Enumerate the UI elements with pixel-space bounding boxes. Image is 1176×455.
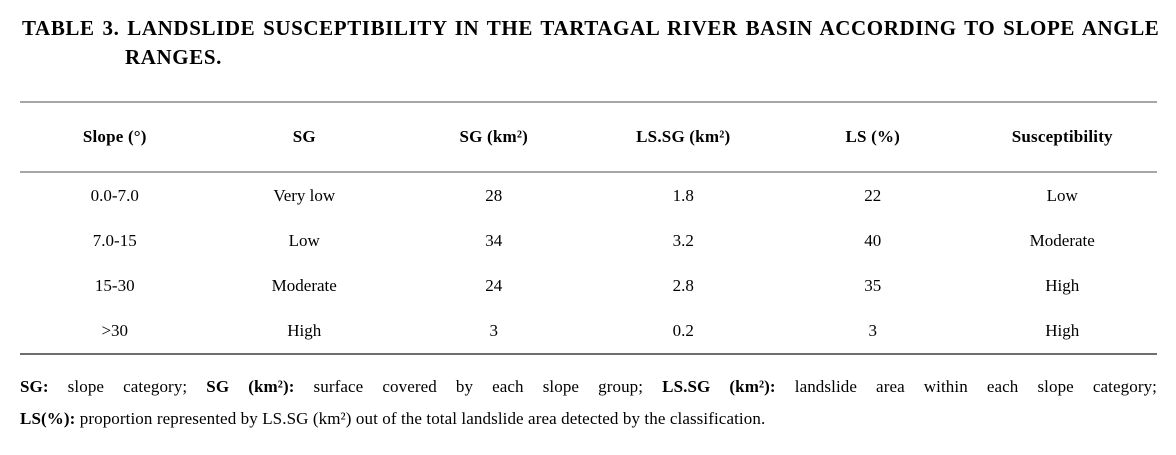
table-cell: 3.2 bbox=[672, 230, 694, 250]
table-cell: Very low bbox=[273, 185, 336, 205]
table-caption-line1: TABLE 3. LANDSLIDE SUSCEPTIBILITY IN THE… bbox=[22, 16, 1160, 40]
table-cell: 28 bbox=[485, 185, 503, 205]
table-cell: >30 bbox=[101, 320, 129, 340]
column-header-slope: Slope (°) bbox=[20, 102, 210, 173]
table-cell: High bbox=[287, 320, 322, 340]
footnote-text: slope category; bbox=[48, 377, 207, 396]
table-cell: 35 bbox=[864, 275, 882, 295]
footnote-text: proportion represented by LS.SG (km²) ou… bbox=[75, 409, 766, 428]
table-cell: 40 bbox=[864, 230, 882, 250]
table-row: 0.0-7.0 Very low 28 1.8 22 Low bbox=[20, 172, 1157, 218]
table-cell: 7.0-15 bbox=[92, 230, 137, 250]
table-cell: Low bbox=[288, 230, 320, 250]
table-cell: Moderate bbox=[1029, 230, 1095, 250]
column-header-sg: SG bbox=[209, 102, 399, 173]
table-caption: TABLE 3. LANDSLIDE SUSCEPTIBILITY IN THE… bbox=[22, 14, 1162, 72]
table-header-row: Slope (°) SG SG (km²) LS.SG (km²) LS (%)… bbox=[20, 102, 1157, 173]
footnote-text: landslide area within each slope categor… bbox=[775, 377, 1158, 396]
table-cell: Low bbox=[1046, 185, 1078, 205]
column-header-ls-sg-km2: LS.SG (km²) bbox=[588, 102, 778, 173]
footnote-line-1: SG: slope category; SG (km²): surface co… bbox=[20, 371, 1157, 403]
footnote-text: surface covered by each slope group; bbox=[294, 377, 663, 396]
table-footnote: SG: slope category; SG (km²): surface co… bbox=[20, 371, 1157, 435]
table-cell: 1.8 bbox=[672, 185, 694, 205]
table-caption-line2: RANGES. bbox=[125, 45, 222, 69]
susceptibility-table: Slope (°) SG SG (km²) LS.SG (km²) LS (%)… bbox=[20, 101, 1157, 355]
table-cell: 3 bbox=[868, 320, 878, 340]
column-header-sg-km2: SG (km²) bbox=[399, 102, 589, 173]
footnote-label-ls-pct: LS(%): bbox=[20, 409, 76, 428]
footnote-label-sg-km2: SG (km²): bbox=[206, 377, 295, 396]
table-cell: 0.2 bbox=[672, 320, 694, 340]
table-cell: High bbox=[1045, 320, 1080, 340]
footnote-label-sg: SG: bbox=[20, 377, 49, 396]
column-header-susceptibility: Susceptibility bbox=[967, 102, 1157, 173]
table-cell: 3 bbox=[489, 320, 499, 340]
table-cell: 2.8 bbox=[672, 275, 694, 295]
column-header-ls-pct: LS (%) bbox=[778, 102, 968, 173]
table-row: 15-30 Moderate 24 2.8 35 High bbox=[20, 263, 1157, 308]
table-row: 7.0-15 Low 34 3.2 40 Moderate bbox=[20, 218, 1157, 263]
table-row: >30 High 3 0.2 3 High bbox=[20, 308, 1157, 354]
footnote-line-2: LS(%): proportion represented by LS.SG (… bbox=[20, 403, 1157, 435]
footnote-label-ls-sg-km2: LS.SG (km²): bbox=[662, 377, 776, 396]
table-cell: Moderate bbox=[271, 275, 337, 295]
table-cell: High bbox=[1045, 275, 1080, 295]
table-cell: 24 bbox=[485, 275, 503, 295]
table-cell: 22 bbox=[864, 185, 882, 205]
table-cell: 15-30 bbox=[94, 275, 135, 295]
table-cell: 0.0-7.0 bbox=[90, 185, 139, 205]
table-cell: 34 bbox=[485, 230, 503, 250]
